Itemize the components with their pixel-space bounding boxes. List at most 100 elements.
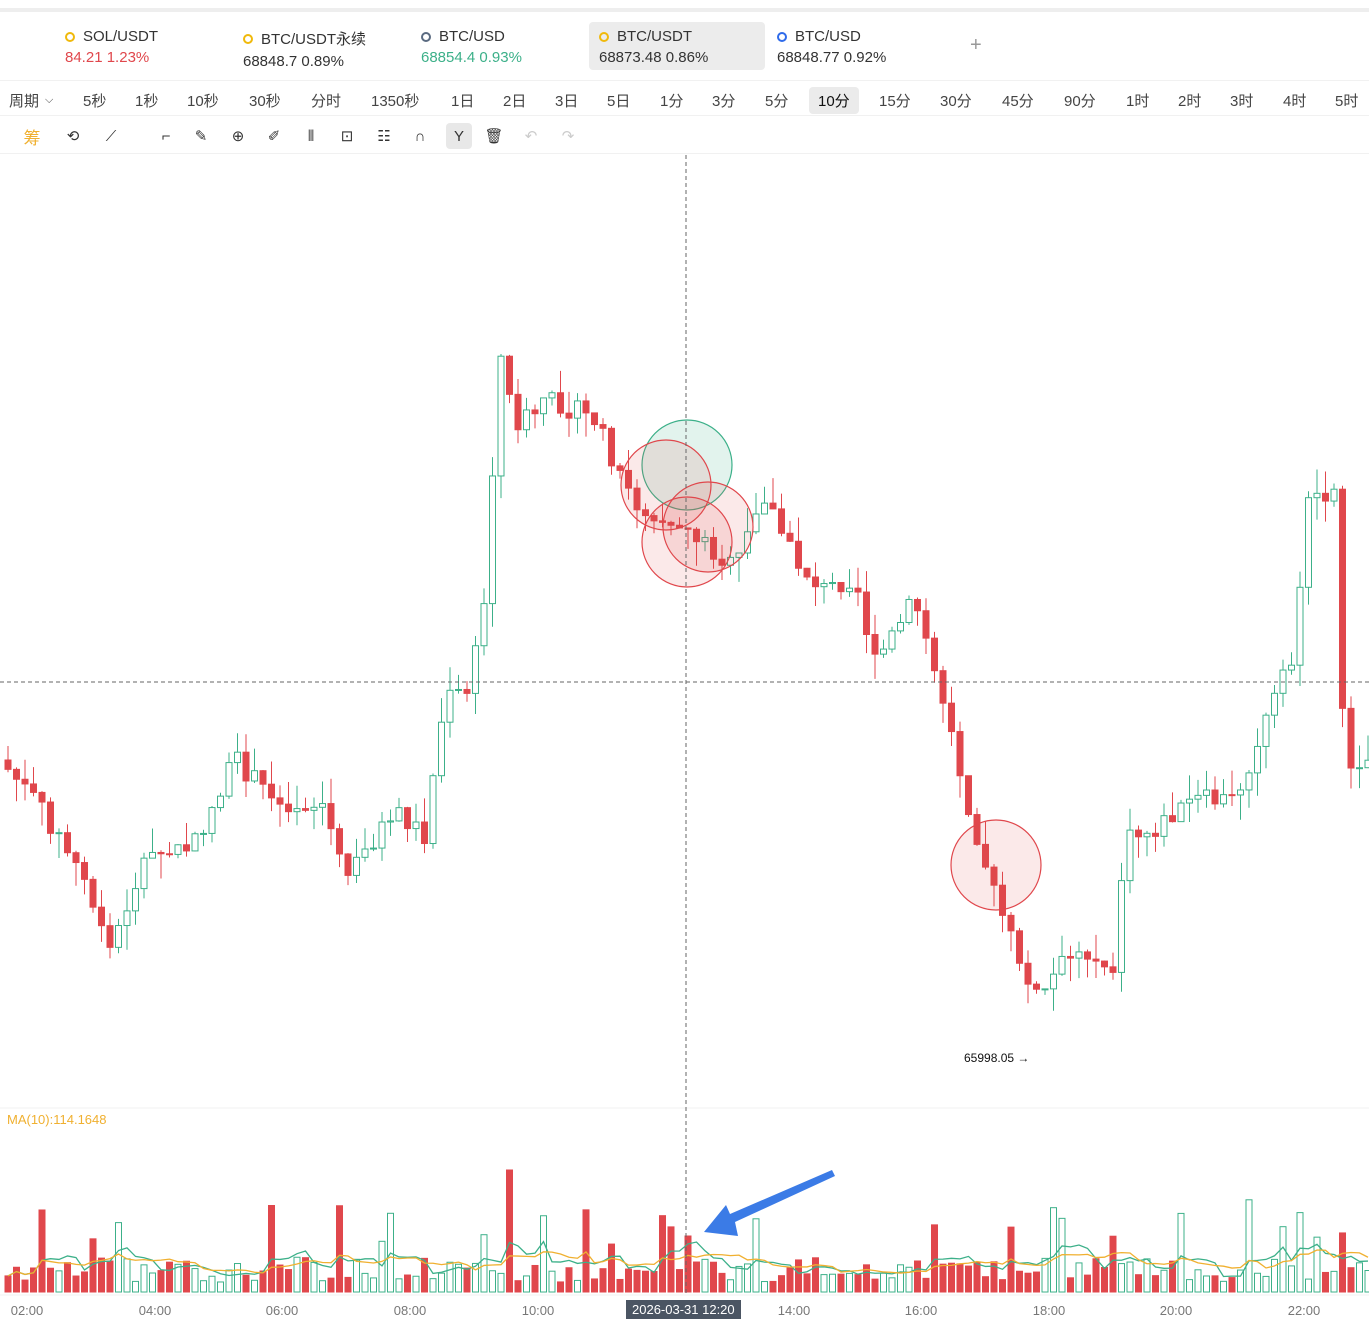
candle <box>973 814 981 845</box>
candle <box>1339 488 1346 709</box>
compare-icon[interactable]: ⫴ <box>307 127 315 145</box>
candle <box>863 591 870 636</box>
zoom-in-icon[interactable]: ⊕ <box>231 128 245 145</box>
volume-bar <box>1356 1262 1363 1293</box>
chip-icon[interactable]: 筹 <box>23 128 41 148</box>
volume-bar <box>302 1257 309 1293</box>
candle <box>336 828 343 855</box>
magnet-icon[interactable]: ∩ <box>414 127 426 145</box>
redo-icon[interactable]: ↷ <box>561 128 575 145</box>
period-4[interactable]: 30秒 <box>249 93 281 110</box>
period-20[interactable]: 2时 <box>1178 93 1202 110</box>
ticker-change: 0.93% <box>479 49 522 66</box>
volume-bar <box>514 1280 522 1293</box>
period-6[interactable]: 1350秒 <box>371 93 420 110</box>
period-9[interactable]: 3日 <box>555 93 579 110</box>
period-7[interactable]: 1日 <box>451 93 475 110</box>
volume-bar <box>106 1260 114 1293</box>
volume-bar <box>531 1264 539 1293</box>
volume-bar <box>1279 1226 1287 1293</box>
volume-bar <box>251 1279 258 1293</box>
candle <box>905 598 913 623</box>
volume-bar <box>718 1272 726 1293</box>
candle <box>659 520 666 523</box>
volume-bar <box>217 1281 224 1293</box>
annotation-arrow <box>704 1170 835 1236</box>
candle <box>1143 832 1151 838</box>
volume-bar <box>897 1264 904 1293</box>
period-15[interactable]: 15分 <box>879 93 911 110</box>
note-icon[interactable]: ☷ <box>377 128 391 145</box>
candle <box>1313 492 1321 499</box>
bookmark-icon[interactable]: ⌐ <box>161 127 171 145</box>
period-10[interactable]: 5日 <box>607 93 631 110</box>
volume-bar <box>319 1280 326 1293</box>
ruler-icon[interactable]: ✎ <box>194 128 208 145</box>
candle <box>1084 951 1091 960</box>
ticker-tab[interactable]: SOL/USDT 84.21 1.23% <box>55 22 231 70</box>
volume-bar <box>735 1265 743 1293</box>
candle <box>812 576 819 588</box>
undo-icon[interactable]: ↶ <box>524 128 538 145</box>
candle <box>1109 966 1117 973</box>
candlestick-chart[interactable] <box>0 155 1369 1300</box>
period-2[interactable]: 1秒 <box>135 93 159 110</box>
candle <box>557 392 564 414</box>
candle <box>200 832 207 835</box>
period-23[interactable]: 5时 <box>1335 93 1359 110</box>
period-17[interactable]: 45分 <box>1002 93 1034 110</box>
volume-bar <box>1135 1274 1142 1293</box>
candle <box>370 847 377 850</box>
candle <box>574 400 581 419</box>
volume-bar <box>965 1265 972 1293</box>
volume-bar <box>693 1261 700 1293</box>
volume-bar <box>166 1261 173 1293</box>
period-18[interactable]: 90分 <box>1064 93 1096 110</box>
volume-bar <box>140 1264 148 1293</box>
filter-icon[interactable]: Y <box>446 123 472 149</box>
period-13[interactable]: 5分 <box>765 93 789 110</box>
ticker-tab[interactable]: BTC/USD 68848.77 0.92% <box>767 22 943 70</box>
period-0[interactable]: 周期 <box>9 93 40 110</box>
volume-bar <box>1016 1270 1023 1293</box>
period-11[interactable]: 1分 <box>660 93 684 110</box>
volume-bar <box>421 1257 428 1293</box>
replay-icon[interactable]: ⟲ <box>66 128 80 145</box>
candle <box>1024 962 1032 985</box>
volume-bar <box>310 1261 318 1293</box>
ticker-tab[interactable]: BTC/USD 68854.4 0.93% <box>411 22 587 70</box>
chevron-down-icon[interactable]: ⌵ <box>45 94 54 106</box>
period-21[interactable]: 3时 <box>1230 93 1254 110</box>
signal-circle <box>620 439 712 531</box>
candle <box>1075 951 1083 959</box>
volume-bar <box>608 1243 615 1293</box>
period-19[interactable]: 1时 <box>1126 93 1150 110</box>
period-8[interactable]: 2日 <box>503 93 527 110</box>
period-16[interactable]: 30分 <box>940 93 972 110</box>
candle <box>98 906 105 927</box>
ticker-tab[interactable]: BTC/USDT永续 68848.7 0.89% <box>233 22 409 70</box>
period-22[interactable]: 4时 <box>1283 93 1307 110</box>
period-3[interactable]: 10秒 <box>187 93 219 110</box>
lock-icon[interactable]: ⊡ <box>340 128 354 145</box>
candle <box>106 925 114 948</box>
period-14[interactable]: 10分 <box>809 87 859 114</box>
period-5[interactable]: 分时 <box>311 93 342 110</box>
add-tab-button[interactable]: + <box>970 34 982 56</box>
ticker-tab[interactable]: BTC/USDT 68873.48 0.86% <box>589 22 765 70</box>
volume-bar <box>438 1272 445 1293</box>
signal-circle <box>641 496 733 588</box>
trash-icon[interactable]: 🗑 <box>484 128 504 145</box>
time-axis-label: 02:00 <box>10 1303 44 1318</box>
volume-bar <box>1160 1269 1168 1293</box>
period-12[interactable]: 3分 <box>712 93 736 110</box>
candle <box>625 469 632 489</box>
draw-icon[interactable]: ✐ <box>267 128 281 145</box>
volume-bar <box>786 1267 794 1293</box>
binance-icon <box>599 31 609 42</box>
volume-bar <box>64 1262 71 1293</box>
indicator-icon[interactable]: ⟋ <box>105 127 117 145</box>
candle <box>956 731 964 777</box>
candle <box>395 807 403 822</box>
period-1[interactable]: 5秒 <box>83 93 107 110</box>
